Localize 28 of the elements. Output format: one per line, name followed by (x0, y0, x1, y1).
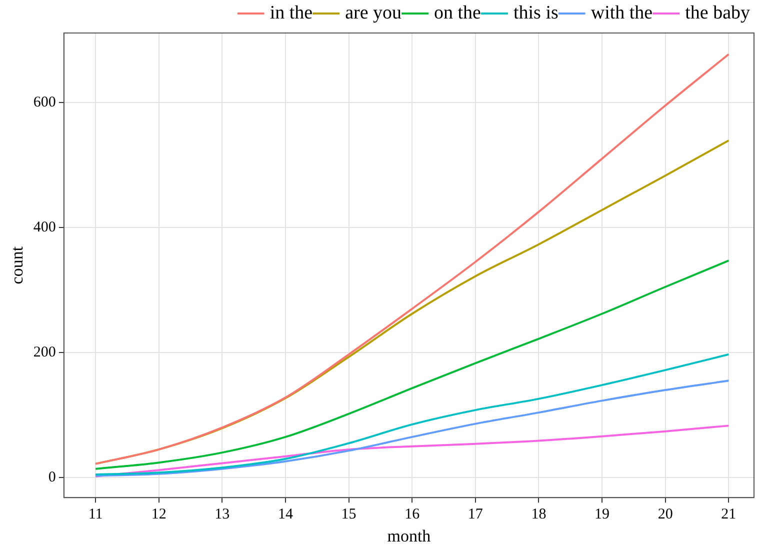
x-tick-label: 13 (214, 506, 230, 523)
x-tick-label: 21 (721, 506, 736, 523)
y-tick-label: 0 (48, 470, 56, 486)
x-tick-label: 19 (594, 506, 610, 523)
x-tick-label: 20 (658, 506, 673, 523)
legend-label: this is (513, 2, 558, 24)
x-tick-label: 17 (468, 506, 484, 523)
line-series (94, 424, 730, 478)
y-tick-label: 400 (33, 219, 56, 236)
legend-label: in the (270, 2, 313, 24)
y-axis-title: count (8, 246, 27, 284)
y-tick-label: 600 (33, 94, 56, 110)
line-series (94, 380, 730, 477)
x-tick-label: 15 (341, 506, 356, 523)
line-series (94, 260, 730, 470)
x-tick-label: 14 (278, 506, 294, 523)
legend-label: on the (434, 2, 481, 24)
legend-label: are you (345, 2, 402, 24)
y-tick-label: 200 (33, 344, 56, 360)
x-tick-label: 11 (88, 506, 103, 523)
x-tick-label: 18 (531, 506, 546, 523)
x-tick-label: 16 (404, 506, 420, 523)
line-series (94, 53, 730, 465)
x-tick-label: 12 (151, 506, 166, 523)
line-series (94, 353, 730, 476)
x-axis-title: month (387, 526, 432, 546)
legend-label: with the (590, 2, 653, 24)
legend-label: the baby (685, 2, 750, 24)
